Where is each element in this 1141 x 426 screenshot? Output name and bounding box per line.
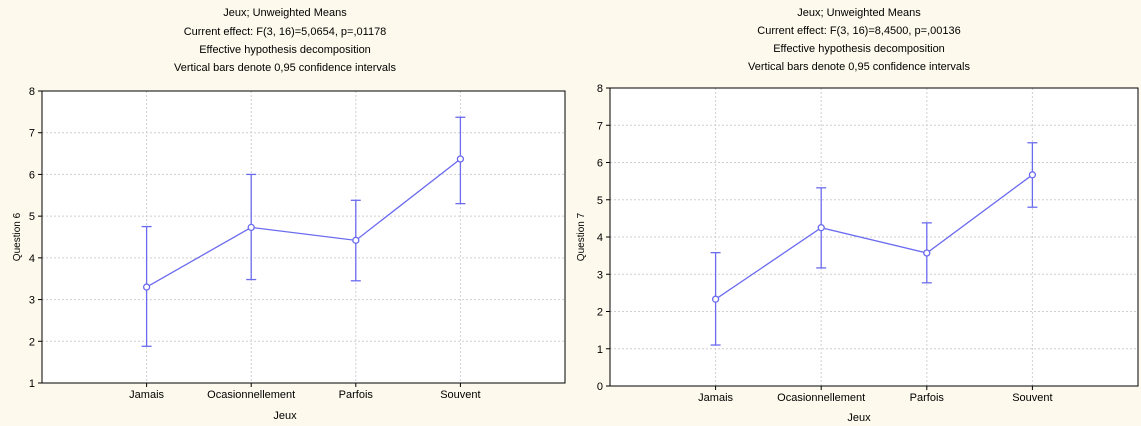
y-tick-label: 5: [29, 211, 35, 223]
y-tick-label: 1: [29, 378, 35, 390]
chart-subtitle-line: Vertical bars denote 0,95 confidence int…: [174, 62, 396, 74]
y-tick-label: 2: [597, 307, 603, 319]
series-line: [715, 174, 1033, 300]
x-tick-label: Jamais: [698, 392, 733, 404]
x-axis-label: Jeux: [273, 410, 297, 422]
plot-area: [42, 91, 565, 383]
chart-subtitle-line: Vertical bars denote 0,95 confidence int…: [748, 61, 970, 73]
x-tick-label: Souvent: [1012, 392, 1052, 404]
data-point: [711, 295, 720, 303]
y-tick-label: 8: [29, 86, 35, 98]
plot-frame: [609, 87, 1139, 387]
data-point: [352, 236, 360, 244]
chart-title: Jeux; Unweighted Means: [223, 7, 347, 19]
chart-question-7: Jeux; Unweighted Means Current effect: F(…: [572, 0, 1141, 426]
chart-subtitle-line: Current effect: F(3, 16)=5,0654, p=,0117…: [184, 26, 387, 38]
y-tick-label: 3: [29, 295, 35, 307]
y-tick-label: 6: [597, 158, 603, 170]
y-tick-label: 2: [29, 336, 35, 348]
plot-frame: [41, 90, 566, 384]
y-axis-label: Question 6: [12, 212, 23, 261]
y-tick-label: 1: [597, 344, 603, 356]
chart-subtitle-line: Current effect: F(3, 16)=8,4500, p=,0013…: [757, 25, 960, 37]
x-tick-label: Ocasionnellement: [777, 392, 865, 404]
y-axis-label: Question 7: [576, 212, 587, 261]
y-tick-label: 4: [597, 232, 603, 244]
y-tick-label: 6: [29, 169, 35, 181]
data-point: [142, 283, 151, 291]
x-tick-label: Parfois: [339, 389, 374, 401]
chart-subtitle-line: Effective hypothesis decomposition: [199, 44, 371, 56]
chart-svg: Jeux; Unweighted Means Current effect: F(…: [12, 7, 566, 422]
y-tick-label: 3: [597, 269, 603, 281]
data-point: [247, 223, 255, 232]
y-tick-label: 4: [29, 253, 35, 265]
series-line: [146, 158, 461, 288]
data-point: [923, 249, 931, 257]
chart-question-6: Jeux; Unweighted Means Current effect: F(…: [0, 0, 568, 426]
chart-subtitle-line: Effective hypothesis decomposition: [773, 43, 945, 55]
x-tick-label: Souvent: [440, 389, 480, 401]
x-axis-label: Jeux: [847, 412, 871, 424]
y-tick-label: 7: [597, 120, 603, 132]
x-tick-label: Parfois: [910, 392, 945, 404]
y-tick-label: 7: [29, 128, 35, 140]
y-tick-label: 5: [597, 195, 603, 207]
chart-svg: Jeux; Unweighted Means Current effect: F(…: [576, 7, 1139, 424]
data-point: [1028, 171, 1037, 179]
chart-title: Jeux; Unweighted Means: [797, 7, 921, 19]
x-tick-label: Jamais: [129, 389, 164, 401]
y-tick-label: 8: [597, 83, 603, 95]
data-point: [817, 224, 825, 232]
x-tick-label: Ocasionnellement: [207, 389, 295, 401]
y-tick-label: 0: [597, 381, 603, 393]
data-point: [456, 155, 465, 163]
